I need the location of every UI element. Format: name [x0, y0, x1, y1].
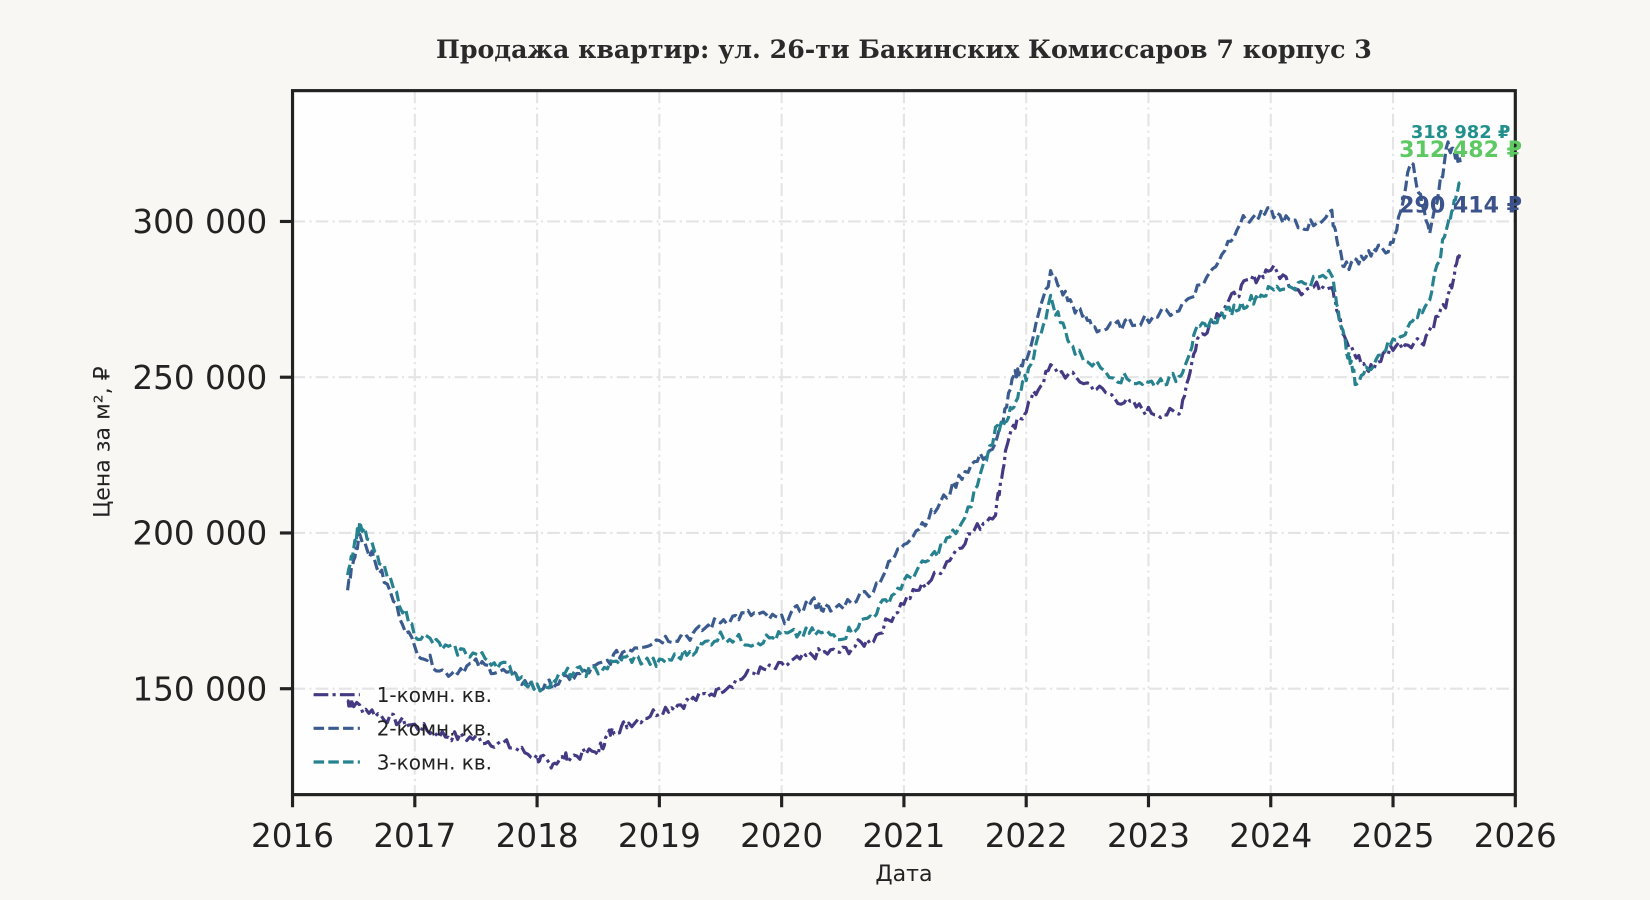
x-tick-label: 2022: [985, 817, 1068, 855]
legend: 1-комн. кв. 2-комн. кв. 3-комн. кв.: [313, 683, 492, 774]
value-annotation: 312 482 ₽: [1399, 137, 1522, 163]
y-tick-label: 200 000: [132, 515, 267, 553]
x-tick-label: 2018: [496, 817, 579, 855]
value-annotation: 318 982 ₽: [1411, 122, 1511, 143]
x-tick-label: 2017: [373, 817, 456, 855]
x-tick-label: 2021: [862, 817, 945, 855]
x-tick-label: 2016: [251, 817, 334, 855]
x-tick-label: 2024: [1229, 817, 1312, 855]
value-annotation: 290 414 ₽: [1399, 193, 1522, 219]
series-line-3: [346, 181, 1461, 693]
y-axis-label: Цена за м², ₽: [89, 366, 115, 518]
chart-title: Продажа квартир: ул. 26-ти Бакинских Ком…: [436, 34, 1372, 64]
x-tick-label: 2026: [1474, 817, 1557, 855]
x-tick-label: 2020: [740, 817, 823, 855]
legend-label: 3-комн. кв.: [377, 750, 492, 774]
x-axis-label: Дата: [875, 861, 932, 887]
x-tick-label: 2023: [1107, 817, 1190, 855]
y-tick-label: 150 000: [132, 670, 267, 708]
x-tick-label: 2019: [618, 817, 701, 855]
x-tick-label: 2025: [1352, 817, 1435, 855]
legend-label: 2-комн. кв.: [377, 717, 492, 741]
legend-label: 1-комн. кв.: [377, 683, 492, 707]
y-axis: 150 000 200 000 250 000 300 000: [132, 203, 293, 708]
annotations: 318 982 ₽312 482 ₽ 290 414 ₽: [1399, 122, 1522, 219]
y-tick-label: 300 000: [132, 203, 267, 241]
series-lines: [346, 140, 1462, 770]
x-axis: 2016 2017 2018 2019 2020 2021 2022 2023 2024 2025…: [251, 794, 1557, 855]
y-tick-label: 250 000: [132, 359, 267, 397]
